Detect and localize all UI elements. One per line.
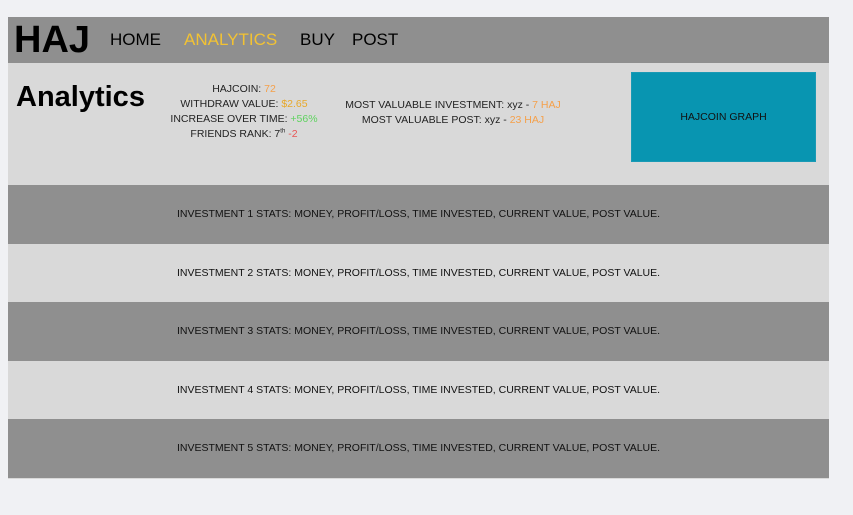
analytics-header: Analytics HAJCOIN: 72 WITHDRAW VALUE: $2… — [8, 63, 829, 185]
most-valuable-investment: MOST VALUABLE INVESTMENT: xyz - 7 HAJ — [323, 98, 583, 113]
most-valuable-post: MOST VALUABLE POST: xyz - 23 HAJ — [323, 113, 583, 128]
friends-rank-change: -2 — [288, 128, 298, 140]
hajcoin-value: 72 — [264, 83, 276, 95]
most-valuable-stats: MOST VALUABLE INVESTMENT: xyz - 7 HAJ MO… — [323, 98, 583, 128]
investment-row-text: INVESTMENT 3 STATS: MONEY, PROFIT/LOSS, … — [176, 325, 661, 338]
investment-row[interactable]: INVESTMENT 3 STATS: MONEY, PROFIT/LOSS, … — [8, 302, 829, 361]
most-valuable-post-value: 23 HAJ — [509, 114, 545, 126]
withdraw-label: WITHDRAW VALUE: — [180, 98, 279, 110]
hajcoin-label: HAJCOIN: — [212, 83, 262, 95]
investment-row-text: INVESTMENT 2 STATS: MONEY, PROFIT/LOSS, … — [176, 266, 661, 279]
hajcoin-graph-panel[interactable]: HAJCOIN GRAPH — [631, 72, 816, 162]
page-container: HAJ HOME ANALYTICS BUY POST Analytics HA… — [8, 17, 829, 479]
investment-list: INVESTMENT 1 STATS: MONEY, PROFIT/LOSS, … — [8, 185, 829, 478]
nav-link-analytics[interactable]: ANALYTICS — [184, 30, 278, 49]
most-valuable-investment-value: 7 HAJ — [532, 99, 561, 111]
top-nav-bar: HAJ HOME ANALYTICS BUY POST — [8, 17, 829, 63]
logo[interactable]: HAJ — [14, 19, 91, 61]
coin-stats: HAJCOIN: 72 WITHDRAW VALUE: $2.65 INCREA… — [149, 82, 339, 142]
friends-rank-suffix: th — [280, 128, 286, 135]
nav-link-home[interactable]: HOME — [110, 30, 161, 49]
nav-link-buy[interactable]: BUY — [300, 30, 335, 49]
investment-row-text: INVESTMENT 4 STATS: MONEY, PROFIT/LOSS, … — [176, 383, 661, 396]
most-valuable-investment-label: MOST VALUABLE INVESTMENT: xyz - — [345, 99, 530, 111]
increase-stat: INCREASE OVER TIME: +56% — [149, 112, 339, 127]
investment-row-text: INVESTMENT 1 STATS: MONEY, PROFIT/LOSS, … — [176, 208, 661, 221]
investment-row[interactable]: INVESTMENT 4 STATS: MONEY, PROFIT/LOSS, … — [8, 360, 829, 419]
increase-value: +56% — [290, 113, 318, 125]
most-valuable-post-label: MOST VALUABLE POST: xyz - — [361, 114, 507, 126]
hajcoin-stat: HAJCOIN: 72 — [149, 82, 339, 97]
investment-row-text: INVESTMENT 5 STATS: MONEY, PROFIT/LOSS, … — [176, 442, 661, 455]
withdraw-stat: WITHDRAW VALUE: $2.65 — [149, 97, 339, 112]
friends-rank-stat: FRIENDS RANK: 7th -2 — [149, 127, 339, 142]
withdraw-value: $2.65 — [281, 98, 308, 110]
friends-rank-label: FRIENDS RANK: 7 — [190, 128, 281, 140]
increase-label: INCREASE OVER TIME: — [170, 113, 288, 125]
investment-row[interactable]: INVESTMENT 2 STATS: MONEY, PROFIT/LOSS, … — [8, 243, 829, 302]
investment-row[interactable]: INVESTMENT 5 STATS: MONEY, PROFIT/LOSS, … — [8, 419, 829, 478]
hajcoin-graph-label: HAJCOIN GRAPH — [680, 111, 767, 123]
investment-row[interactable]: INVESTMENT 1 STATS: MONEY, PROFIT/LOSS, … — [8, 185, 829, 244]
nav-link-post[interactable]: POST — [352, 30, 399, 49]
page-title: Analytics — [16, 81, 145, 113]
